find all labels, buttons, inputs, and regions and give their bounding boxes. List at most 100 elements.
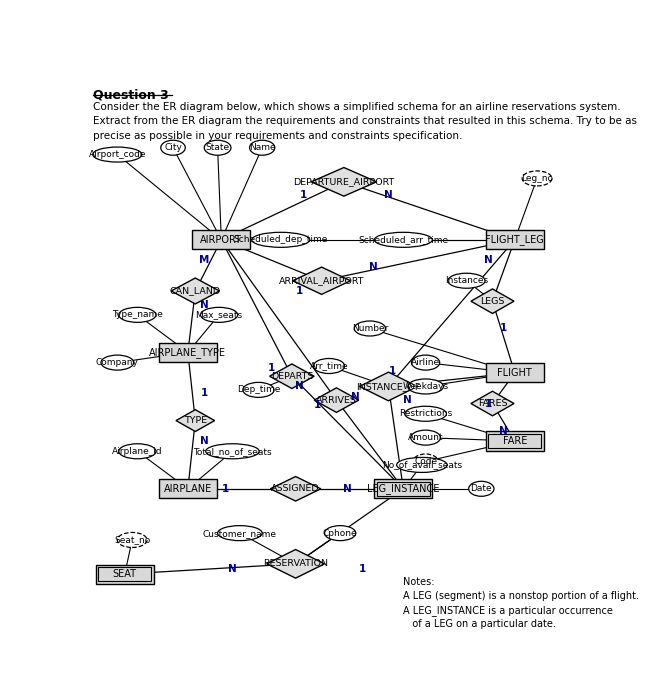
Text: FLIGHT_LEG: FLIGHT_LEG — [485, 234, 544, 245]
Text: Airline: Airline — [411, 358, 440, 367]
Text: AIRPLANE_TYPE: AIRPLANE_TYPE — [150, 347, 226, 358]
FancyBboxPatch shape — [159, 480, 217, 498]
Text: ASSIGNED: ASSIGNED — [271, 484, 320, 493]
Text: State: State — [205, 143, 229, 152]
Text: Instances: Instances — [445, 276, 488, 285]
FancyBboxPatch shape — [486, 431, 544, 451]
Polygon shape — [471, 391, 514, 416]
Text: Number: Number — [352, 324, 388, 333]
Polygon shape — [360, 372, 417, 401]
Text: Dep_time: Dep_time — [237, 386, 280, 395]
Text: N: N — [344, 484, 352, 494]
FancyBboxPatch shape — [99, 567, 151, 581]
FancyBboxPatch shape — [486, 363, 544, 382]
Polygon shape — [176, 410, 215, 431]
Ellipse shape — [101, 355, 134, 370]
Ellipse shape — [411, 430, 440, 445]
Text: Restrictions: Restrictions — [399, 409, 452, 418]
Polygon shape — [293, 267, 350, 294]
Text: INSTANCE_OF: INSTANCE_OF — [356, 382, 421, 391]
Text: Scheduled_arr_time: Scheduled_arr_time — [358, 236, 448, 245]
FancyBboxPatch shape — [159, 343, 217, 362]
Text: CAN_LAND: CAN_LAND — [170, 287, 221, 296]
Text: Customer_name: Customer_name — [203, 529, 277, 538]
Text: N: N — [484, 255, 493, 265]
Ellipse shape — [413, 454, 438, 469]
Text: RESERVATION: RESERVATION — [263, 559, 328, 568]
Polygon shape — [314, 388, 359, 413]
Text: Amount: Amount — [408, 433, 444, 442]
Text: 1: 1 — [296, 286, 303, 296]
Text: TYPE: TYPE — [184, 416, 207, 425]
Text: N: N — [228, 564, 237, 574]
Text: Code: Code — [414, 457, 437, 466]
Text: 1: 1 — [221, 484, 229, 494]
Ellipse shape — [397, 457, 447, 473]
Ellipse shape — [119, 444, 156, 459]
Polygon shape — [471, 289, 514, 314]
FancyBboxPatch shape — [193, 230, 250, 249]
Text: No_of_avail_seats: No_of_avail_seats — [382, 460, 462, 469]
Ellipse shape — [204, 140, 231, 155]
FancyBboxPatch shape — [96, 565, 154, 584]
Text: N: N — [499, 426, 508, 436]
Ellipse shape — [117, 533, 147, 547]
Text: Consider the ER diagram below, which shows a simplified schema for an airline re: Consider the ER diagram below, which sho… — [93, 102, 637, 141]
Text: DEPARTS: DEPARTS — [270, 372, 313, 381]
Text: N: N — [351, 392, 360, 401]
Ellipse shape — [217, 526, 262, 540]
Ellipse shape — [201, 307, 238, 322]
Text: Airport_code: Airport_code — [89, 150, 146, 159]
FancyBboxPatch shape — [374, 480, 432, 498]
Ellipse shape — [93, 147, 142, 162]
Ellipse shape — [522, 171, 552, 186]
Text: Max_seats: Max_seats — [195, 310, 243, 319]
Text: Notes:
A LEG (segment) is a nonstop portion of a flight.
A LEG_INSTANCE is a par: Notes: A LEG (segment) is a nonstop port… — [403, 578, 639, 630]
Text: 1: 1 — [500, 323, 507, 334]
Text: FARES: FARES — [478, 399, 507, 408]
FancyBboxPatch shape — [486, 230, 544, 249]
Text: Scheduled_dep_time: Scheduled_dep_time — [234, 236, 328, 245]
Polygon shape — [270, 364, 314, 388]
Text: 1: 1 — [389, 366, 396, 376]
Text: SEAT: SEAT — [113, 569, 137, 579]
Text: ARRIVES: ARRIVES — [316, 396, 357, 405]
FancyBboxPatch shape — [377, 482, 429, 496]
Text: Name: Name — [249, 143, 276, 152]
FancyBboxPatch shape — [488, 434, 541, 448]
Ellipse shape — [313, 359, 345, 374]
Ellipse shape — [411, 355, 440, 370]
Ellipse shape — [252, 232, 310, 247]
Ellipse shape — [250, 140, 275, 155]
Polygon shape — [311, 167, 376, 196]
Text: 1: 1 — [359, 564, 366, 574]
Text: Seat_no: Seat_no — [114, 536, 150, 545]
Text: LEGS: LEGS — [480, 296, 505, 305]
Text: Leg_no: Leg_no — [521, 174, 553, 183]
Text: N: N — [200, 436, 209, 446]
Text: LEG_INSTANCE: LEG_INSTANCE — [367, 483, 440, 494]
Text: N: N — [403, 395, 411, 405]
Text: Question 3: Question 3 — [93, 88, 168, 102]
Ellipse shape — [468, 482, 494, 496]
Text: Type_name: Type_name — [112, 310, 163, 319]
Text: AIRPORT: AIRPORT — [201, 235, 242, 245]
Polygon shape — [270, 477, 321, 501]
Text: 1: 1 — [485, 399, 493, 408]
Text: FLIGHT: FLIGHT — [497, 368, 532, 378]
Text: Cphone: Cphone — [323, 529, 358, 538]
Text: 1: 1 — [268, 363, 274, 373]
Ellipse shape — [408, 379, 444, 394]
Text: 1: 1 — [201, 388, 208, 398]
Ellipse shape — [161, 140, 185, 155]
Ellipse shape — [119, 307, 156, 322]
Text: Airplane_id: Airplane_id — [112, 447, 162, 456]
Text: FARE: FARE — [503, 436, 527, 446]
Text: 1: 1 — [299, 191, 307, 200]
Text: DEPARTURE_AIRPORT: DEPARTURE_AIRPORT — [293, 178, 395, 187]
Text: AIRPLANE: AIRPLANE — [164, 484, 212, 494]
Ellipse shape — [206, 444, 259, 459]
Text: N: N — [295, 381, 304, 392]
Text: M: M — [199, 255, 209, 265]
Text: N: N — [200, 300, 209, 310]
